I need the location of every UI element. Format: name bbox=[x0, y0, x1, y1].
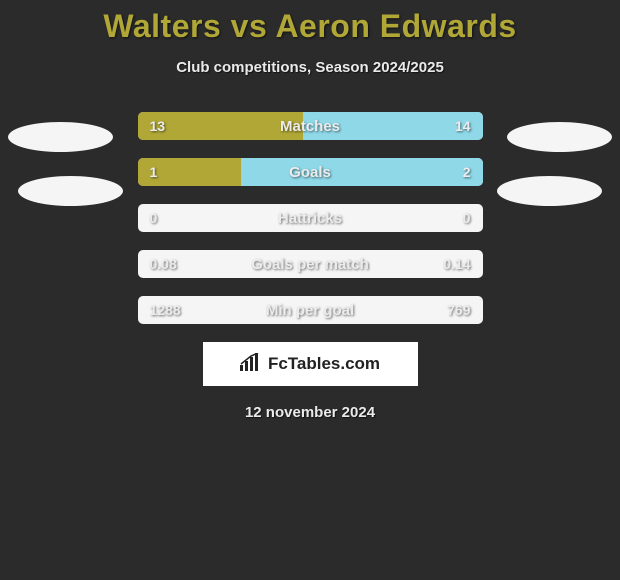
stat-label: Min per goal bbox=[138, 296, 483, 324]
stat-value-right: 0 bbox=[463, 204, 471, 232]
stat-value-left: 1288 bbox=[150, 296, 181, 324]
date-label: 12 november 2024 bbox=[0, 404, 620, 421]
stat-bar: 0 Hattricks 0 bbox=[138, 204, 483, 232]
stat-bars: 13 Matches 14 1 Goals 2 0 Hattricks 0 0.… bbox=[138, 112, 483, 324]
stat-bar: 0.08 Goals per match 0.14 bbox=[138, 250, 483, 278]
stat-value-left: 1 bbox=[150, 158, 158, 186]
bar-chart-icon bbox=[240, 353, 262, 376]
player-right-avatar bbox=[507, 122, 612, 152]
page-title: Walters vs Aeron Edwards bbox=[0, 0, 620, 45]
stat-value-right: 2 bbox=[463, 158, 471, 186]
player-right-avatar bbox=[497, 176, 602, 206]
stat-label: Hattricks bbox=[138, 204, 483, 232]
player-left-avatar bbox=[8, 122, 113, 152]
stat-bar-fill-right bbox=[241, 158, 483, 186]
source-logo: FcTables.com bbox=[203, 342, 418, 386]
player-left-avatar bbox=[18, 176, 123, 206]
stat-value-left: 0 bbox=[150, 204, 158, 232]
stat-value-left: 0.08 bbox=[150, 250, 177, 278]
stat-bar: 1 Goals 2 bbox=[138, 158, 483, 186]
comparison-card: Walters vs Aeron Edwards Club competitio… bbox=[0, 0, 620, 421]
stat-value-right: 14 bbox=[455, 112, 471, 140]
stat-value-left: 13 bbox=[150, 112, 166, 140]
stat-bar: 13 Matches 14 bbox=[138, 112, 483, 140]
stat-value-right: 769 bbox=[447, 296, 470, 324]
stat-label: Goals per match bbox=[138, 250, 483, 278]
stat-bar: 1288 Min per goal 769 bbox=[138, 296, 483, 324]
subtitle: Club competitions, Season 2024/2025 bbox=[0, 59, 620, 76]
source-logo-text: FcTables.com bbox=[268, 354, 380, 374]
stat-value-right: 0.14 bbox=[443, 250, 470, 278]
